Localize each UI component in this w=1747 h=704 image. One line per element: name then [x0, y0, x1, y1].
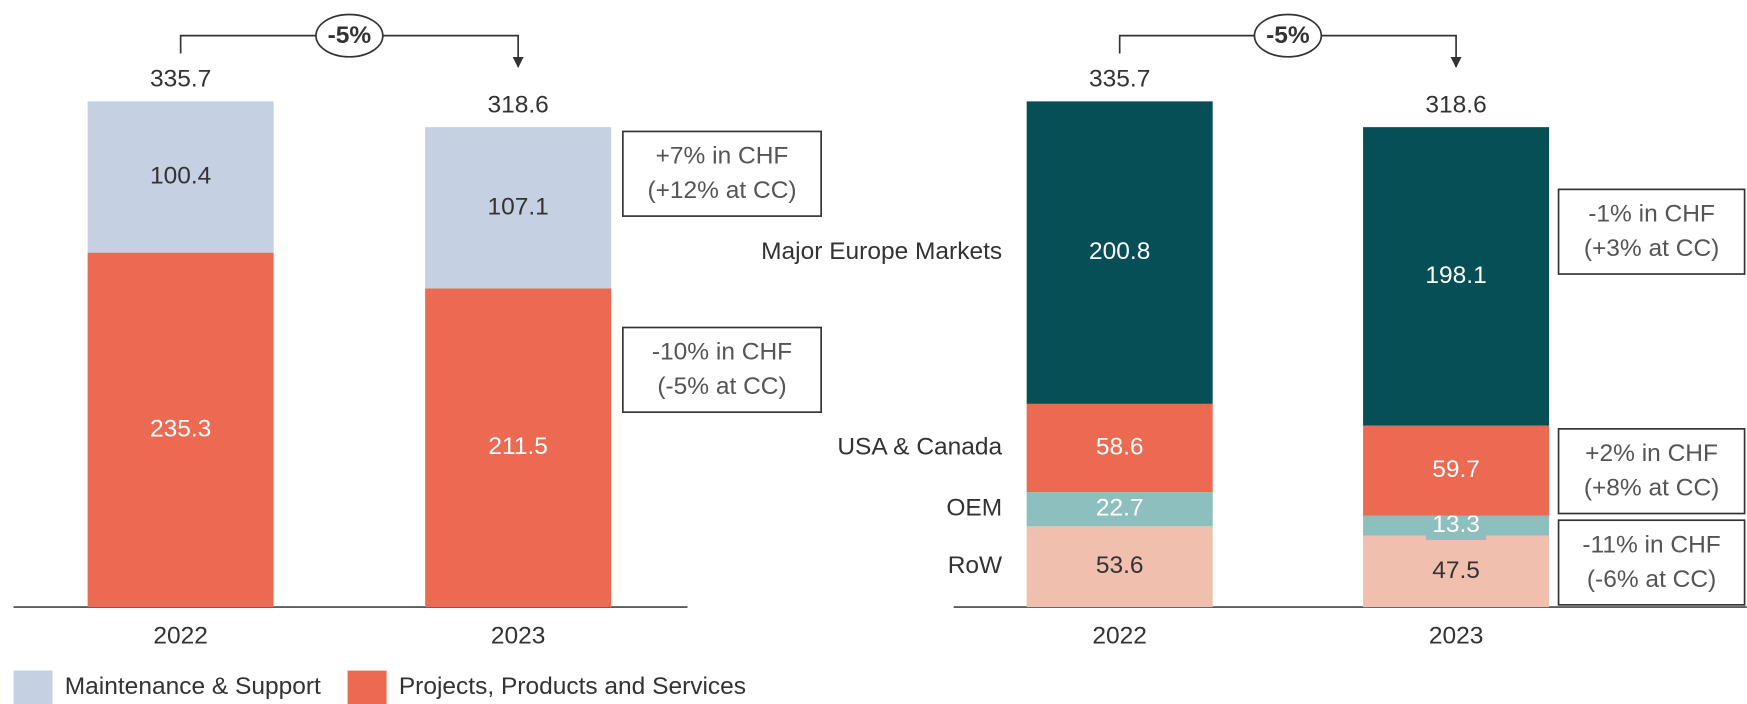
legend-swatch [13, 670, 53, 704]
value-label: 198.1 [1425, 262, 1486, 289]
bar-segment [1363, 127, 1550, 426]
value-label: 47.5 [1432, 557, 1480, 584]
value-label: 235.3 [150, 415, 211, 442]
value-label: 211.5 [488, 433, 548, 460]
series-label: OEM [946, 495, 1002, 522]
bar-segment [1363, 535, 1550, 608]
bar-segment [1026, 492, 1213, 527]
annotation-box [622, 130, 822, 217]
annotation-box [1557, 428, 1746, 515]
annotation-text: (+12% at CC) [647, 177, 796, 204]
value-label: 200.8 [1089, 238, 1150, 265]
x-tick-label: 2023 [1429, 623, 1484, 650]
x-tick-label: 2022 [1092, 623, 1147, 650]
annotation-box [1557, 188, 1746, 275]
series-label: USA & Canada [837, 433, 1002, 460]
value-label: 22.7 [1096, 495, 1144, 522]
bar-segment [1026, 101, 1213, 404]
value-label: 100.4 [150, 162, 211, 189]
value-label: 53.6 [1096, 552, 1144, 579]
series-label: Major Europe Markets [761, 238, 1002, 265]
change-label: -5% [328, 22, 372, 49]
value-label: 107.1 [488, 193, 549, 220]
bar-segment [1363, 425, 1550, 516]
x-tick-label: 2023 [491, 623, 546, 650]
annotation-text: -11% in CHF [1582, 531, 1720, 558]
annotation-text: +2% in CHF [1585, 440, 1718, 467]
bar-segment [425, 288, 612, 608]
bar-segment [87, 101, 274, 253]
change-badge [315, 13, 384, 58]
bar-segment [87, 252, 274, 608]
total-label: 335.7 [1089, 66, 1150, 93]
bar-segment [1026, 403, 1213, 493]
bar-segment [1026, 526, 1213, 608]
change-label: -5% [1266, 22, 1310, 49]
change-badge [1253, 13, 1323, 58]
total-label: 335.7 [150, 66, 211, 93]
x-tick-label: 2022 [153, 623, 208, 650]
series-label: RoW [948, 552, 1003, 579]
annotation-text: (+3% at CC) [1584, 235, 1719, 262]
annotation-text: +7% in CHF [656, 143, 789, 170]
total-label: 318.6 [1425, 91, 1486, 118]
value-label: 58.6 [1096, 433, 1144, 460]
annotation-box [1557, 519, 1746, 606]
legend-label: Projects, Products and Services [399, 673, 746, 700]
annotation-box [622, 326, 822, 413]
annotation-text: -10% in CHF [652, 339, 792, 366]
annotation-text: (-5% at CC) [657, 373, 786, 400]
annotation-text: (-6% at CC) [1587, 566, 1716, 593]
value-label: 59.7 [1432, 456, 1480, 483]
value-label-bg [1426, 511, 1487, 540]
bar-segment [425, 127, 612, 289]
annotation-text: (+8% at CC) [1584, 474, 1719, 501]
annotation-text: -1% in CHF [1588, 200, 1715, 227]
legend-swatch [347, 670, 387, 704]
total-label: 318.6 [488, 91, 549, 118]
legend-label: Maintenance & Support [65, 673, 321, 700]
